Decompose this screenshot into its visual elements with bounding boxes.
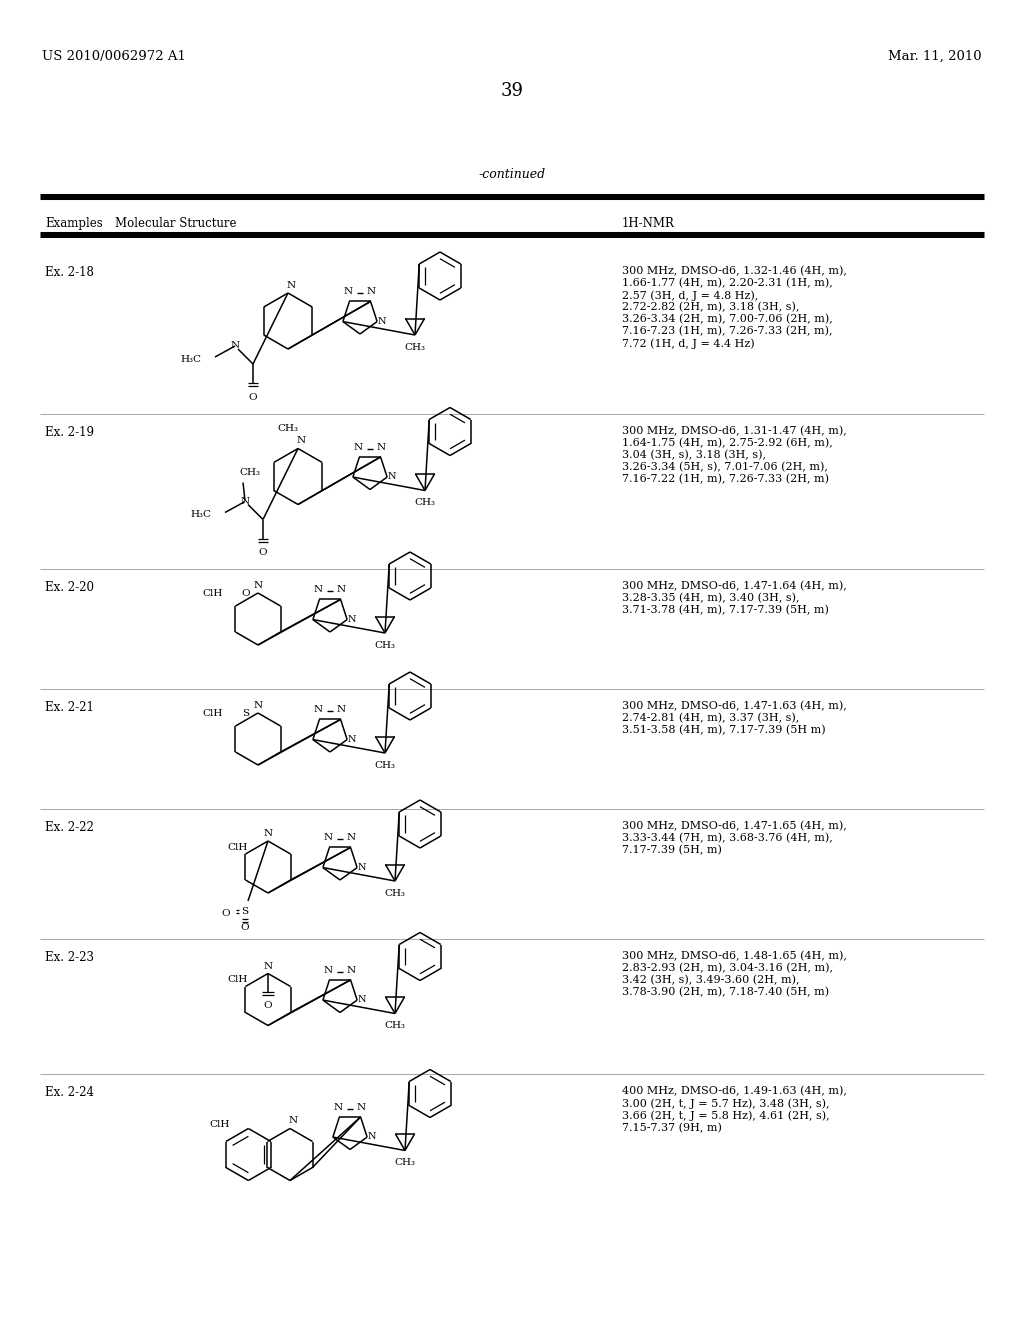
Text: N: N — [348, 615, 356, 623]
Text: ClH: ClH — [203, 590, 223, 598]
Text: Molecular Structure: Molecular Structure — [115, 216, 237, 230]
Text: O: O — [264, 1001, 272, 1010]
Text: ClH: ClH — [227, 842, 248, 851]
Text: 300 MHz, DMSO-d6, 1.31-1.47 (4H, m),
1.64-1.75 (4H, m), 2.75-2.92 (6H, m),
3.04 : 300 MHz, DMSO-d6, 1.31-1.47 (4H, m), 1.6… — [622, 426, 847, 484]
Text: Ex. 2-18: Ex. 2-18 — [45, 267, 94, 279]
Text: Ex. 2-20: Ex. 2-20 — [45, 581, 94, 594]
Text: Mar. 11, 2010: Mar. 11, 2010 — [889, 50, 982, 63]
Text: S: S — [242, 907, 249, 916]
Text: 300 MHz, DMSO-d6, 1.47-1.65 (4H, m),
3.33-3.44 (7H, m), 3.68-3.76 (4H, m),
7.17-: 300 MHz, DMSO-d6, 1.47-1.65 (4H, m), 3.3… — [622, 821, 847, 855]
Text: -continued: -continued — [478, 168, 546, 181]
Text: CH₃: CH₃ — [384, 1020, 406, 1030]
Text: 1H-NMR: 1H-NMR — [622, 216, 675, 230]
Text: 300 MHz, DMSO-d6, 1.48-1.65 (4H, m),
2.83-2.93 (2H, m), 3.04-3.16 (2H, m),
3.42 : 300 MHz, DMSO-d6, 1.48-1.65 (4H, m), 2.8… — [622, 950, 847, 998]
Text: N: N — [368, 1133, 377, 1140]
Text: 39: 39 — [501, 82, 523, 100]
Text: N: N — [334, 1104, 343, 1111]
Text: N: N — [263, 829, 272, 838]
Text: N: N — [289, 1115, 298, 1125]
Text: N: N — [253, 582, 262, 590]
Text: N: N — [296, 436, 305, 445]
Text: O: O — [242, 589, 250, 598]
Text: N: N — [354, 444, 362, 451]
Text: H₃C: H₃C — [190, 510, 211, 519]
Text: CH₃: CH₃ — [375, 760, 395, 770]
Text: Examples: Examples — [45, 216, 102, 230]
Text: O: O — [259, 548, 267, 557]
Text: N: N — [347, 833, 356, 842]
Text: Ex. 2-19: Ex. 2-19 — [45, 426, 94, 440]
Text: 400 MHz, DMSO-d6, 1.49-1.63 (4H, m),
3.00 (2H, t, J = 5.7 Hz), 3.48 (3H, s),
3.6: 400 MHz, DMSO-d6, 1.49-1.63 (4H, m), 3.0… — [622, 1086, 847, 1133]
Text: CH₃: CH₃ — [240, 469, 260, 477]
Text: N: N — [263, 962, 272, 972]
Text: Ex. 2-21: Ex. 2-21 — [45, 701, 94, 714]
Text: CH₃: CH₃ — [384, 888, 406, 898]
Text: 300 MHz, DMSO-d6, 1.47-1.64 (4H, m),
3.28-3.35 (4H, m), 3.40 (3H, s),
3.71-3.78 : 300 MHz, DMSO-d6, 1.47-1.64 (4H, m), 3.2… — [622, 581, 847, 615]
Text: CH₃: CH₃ — [375, 640, 395, 649]
Text: S: S — [243, 709, 250, 718]
Text: 300 MHz, DMSO-d6, 1.47-1.63 (4H, m),
2.74-2.81 (4H, m), 3.37 (3H, s),
3.51-3.58 : 300 MHz, DMSO-d6, 1.47-1.63 (4H, m), 2.7… — [622, 701, 847, 735]
Text: Ex. 2-24: Ex. 2-24 — [45, 1086, 94, 1100]
Text: N: N — [358, 862, 367, 871]
Text: N: N — [241, 498, 250, 506]
Text: N: N — [337, 586, 346, 594]
Text: N: N — [314, 705, 323, 714]
Text: ClH: ClH — [210, 1119, 230, 1129]
Text: N: N — [287, 281, 296, 289]
Text: Ex. 2-23: Ex. 2-23 — [45, 950, 94, 964]
Text: N: N — [358, 995, 367, 1005]
Text: CH₃: CH₃ — [394, 1158, 416, 1167]
Text: N: N — [347, 966, 356, 975]
Text: CH₃: CH₃ — [404, 342, 426, 351]
Text: O: O — [241, 923, 249, 932]
Text: N: N — [378, 317, 386, 326]
Text: N: N — [388, 473, 396, 480]
Text: H₃C: H₃C — [180, 355, 201, 363]
Text: N: N — [377, 444, 386, 451]
Text: ClH: ClH — [203, 710, 223, 718]
Text: N: N — [253, 701, 262, 710]
Text: N: N — [230, 342, 240, 351]
Text: 300 MHz, DMSO-d6, 1.32-1.46 (4H, m),
1.66-1.77 (4H, m), 2.20-2.31 (1H, m),
2.57 : 300 MHz, DMSO-d6, 1.32-1.46 (4H, m), 1.6… — [622, 267, 847, 348]
Text: ClH: ClH — [227, 975, 248, 983]
Text: CH₃: CH₃ — [278, 424, 299, 433]
Text: N: N — [367, 288, 376, 297]
Text: CH₃: CH₃ — [415, 498, 435, 507]
Text: Ex. 2-22: Ex. 2-22 — [45, 821, 94, 834]
Text: N: N — [324, 833, 333, 842]
Text: N: N — [348, 734, 356, 743]
Text: N: N — [314, 586, 323, 594]
Text: O: O — [221, 908, 230, 917]
Text: N: N — [344, 288, 353, 297]
Text: O: O — [249, 392, 257, 401]
Text: N: N — [324, 966, 333, 975]
Text: N: N — [357, 1104, 367, 1111]
Text: N: N — [337, 705, 346, 714]
Text: US 2010/0062972 A1: US 2010/0062972 A1 — [42, 50, 186, 63]
